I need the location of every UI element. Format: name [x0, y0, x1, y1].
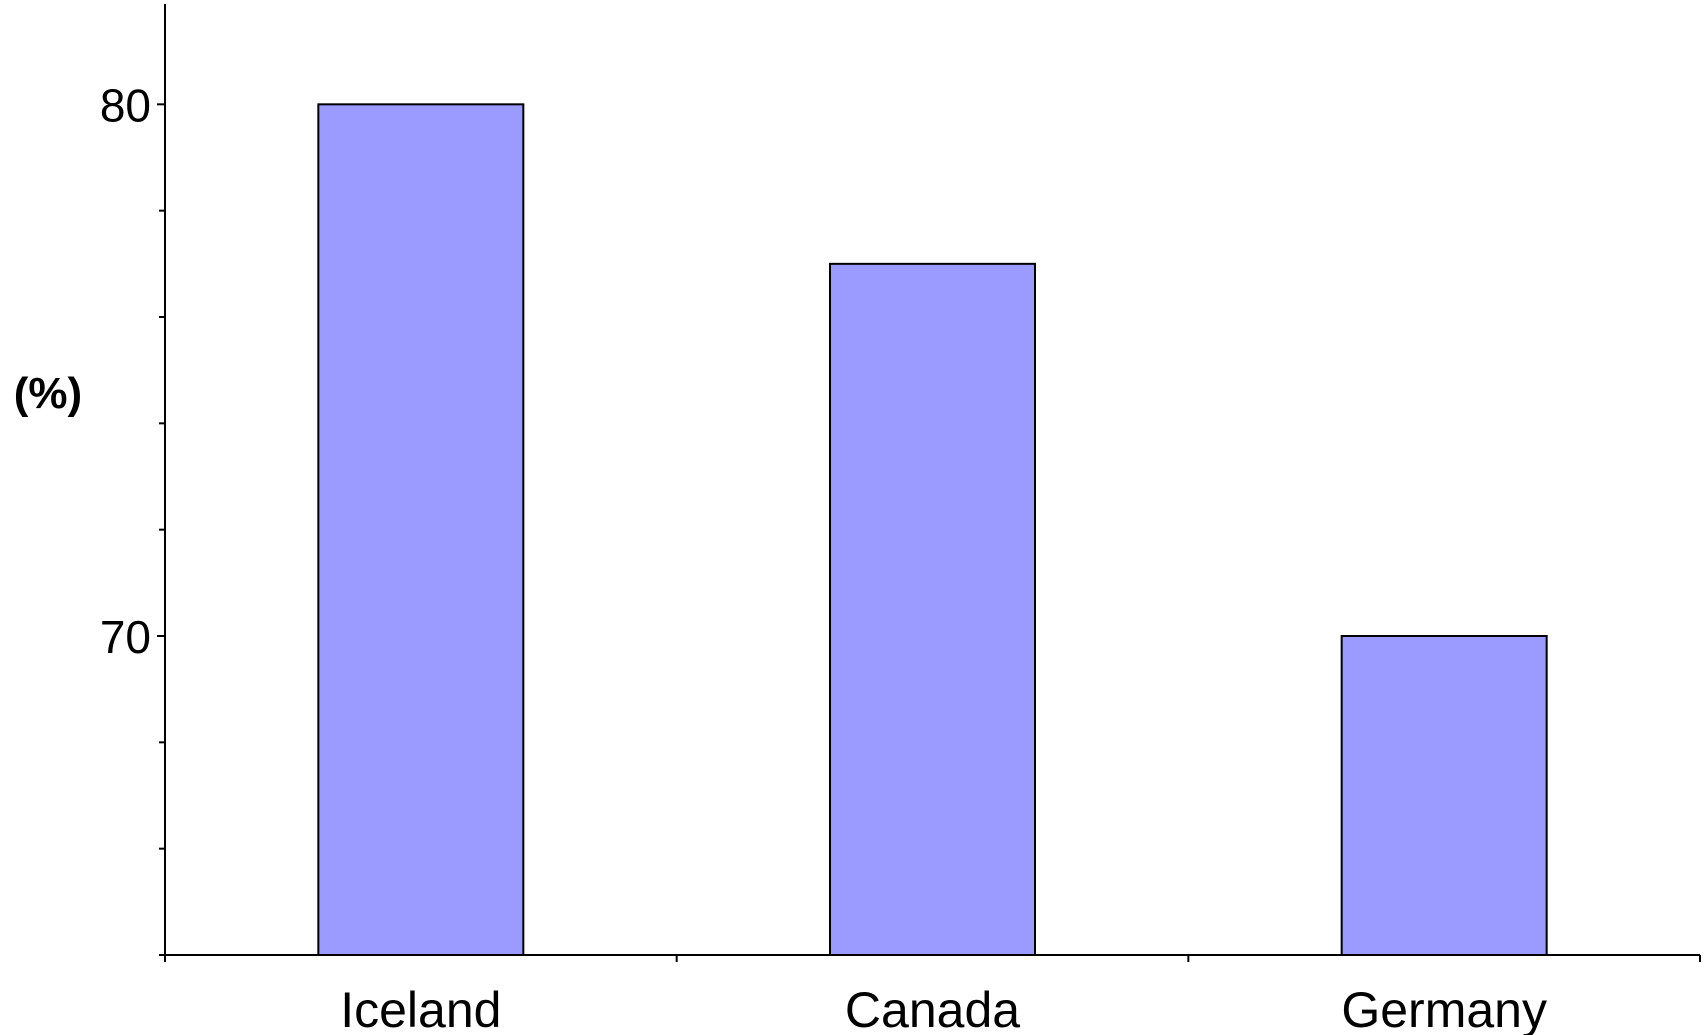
y-axis-title: (%) [14, 369, 82, 418]
x-ticks-group: Iceland Canada Germany [164, 955, 1701, 1035]
bar-germany [1340, 635, 1548, 956]
x-tick-label-canada: Canada [845, 982, 1020, 1035]
bars-group [317, 103, 1548, 957]
x-tick-label-germany: Germany [1341, 982, 1547, 1035]
y-ticks-group: 70 80 [100, 79, 165, 956]
axes-group [164, 4, 1700, 956]
bar-iceland [317, 103, 525, 957]
y-tick-label-80: 80 [100, 79, 151, 131]
x-tick-label-iceland: Iceland [340, 982, 501, 1035]
y-tick-label-70: 70 [100, 611, 151, 663]
bar-canada [829, 262, 1036, 957]
